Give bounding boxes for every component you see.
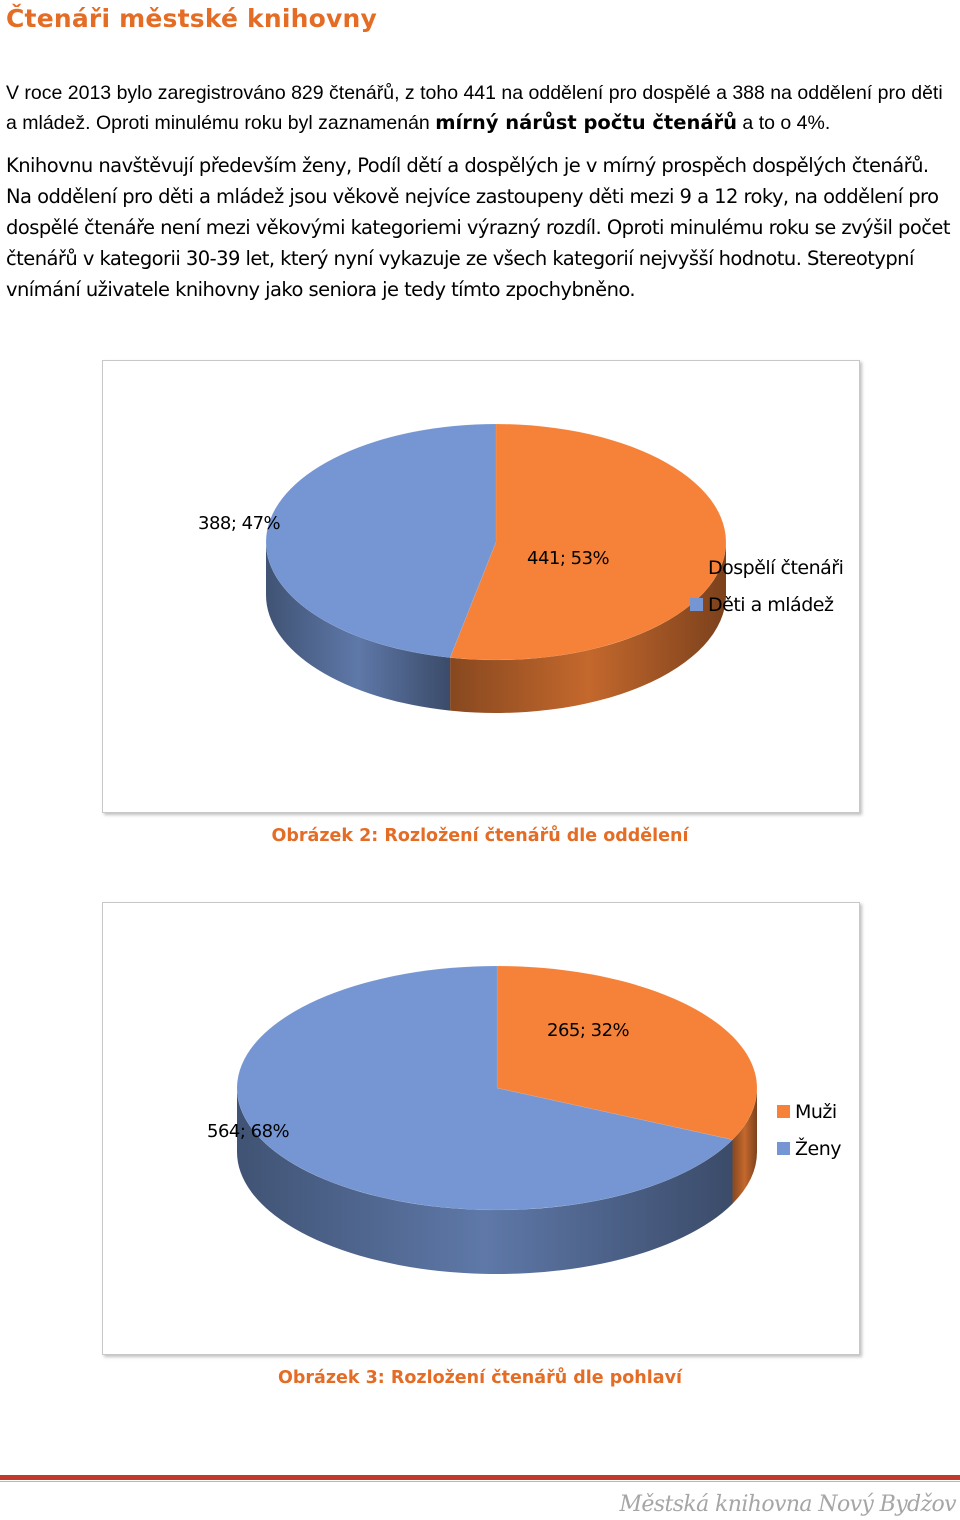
data-label-adults: 441; 53% bbox=[527, 548, 610, 569]
chart-legend: Muži Ženy bbox=[777, 1093, 842, 1167]
pie-chart-gender bbox=[236, 965, 758, 1274]
intro-text-end: a to o 4%. bbox=[737, 112, 831, 134]
legend-swatch-blue bbox=[777, 1142, 790, 1155]
legend-swatch-orange bbox=[777, 1105, 790, 1118]
legend-label: Dospělí čtenáři bbox=[708, 556, 844, 579]
legend-label: Děti a mládež bbox=[708, 593, 834, 616]
slice-children-side bbox=[266, 542, 451, 711]
legend-label: Muži bbox=[795, 1100, 837, 1123]
slice-men-side bbox=[732, 1088, 757, 1204]
chart-gender: 265; 32% 564; 68% Muži Ženy bbox=[102, 902, 860, 1355]
data-label-children: 388; 47% bbox=[198, 513, 281, 534]
footer-rule-thin bbox=[0, 1481, 960, 1482]
data-label-women: 564; 68% bbox=[207, 1121, 290, 1142]
slice-adults-side bbox=[450, 542, 726, 713]
legend-item-men: Muži bbox=[777, 1093, 841, 1130]
intro-paragraph: V roce 2013 bylo zaregistrováno 829 čten… bbox=[6, 78, 954, 138]
figure-caption-2: Obrázek 2: Rozložení čtenářů dle oddělen… bbox=[271, 826, 689, 846]
footer-rule bbox=[0, 1475, 960, 1480]
slice-women bbox=[236, 965, 733, 1211]
chart-legend: Dospělí čtenáři Děti a mládež bbox=[690, 549, 844, 623]
intro-text-bold: mírný nárůst počtu čtenářů bbox=[435, 111, 738, 134]
slice-men bbox=[496, 965, 758, 1140]
body-paragraph: Knihovnu navštěvují především ženy, Podí… bbox=[6, 154, 951, 301]
intro-text-start: V roce 2013 bylo zaregistrováno 829 čten… bbox=[6, 82, 943, 134]
legend-label: Ženy bbox=[795, 1137, 842, 1160]
slice-women-side bbox=[237, 1088, 733, 1274]
footer-library-name: Městská knihovna Nový Bydžov bbox=[619, 1492, 956, 1517]
data-label-men: 265; 32% bbox=[547, 1020, 630, 1041]
chart-departments: 441; 53% 388; 47% Dospělí čtenáři Děti a… bbox=[102, 360, 860, 813]
slice-adults bbox=[449, 423, 727, 661]
page-heading: Čtenáři městské knihovny bbox=[6, 4, 378, 33]
slice-children bbox=[265, 423, 497, 658]
legend-swatch-blue bbox=[690, 598, 703, 611]
legend-swatch-orange bbox=[690, 561, 703, 574]
legend-item-adults: Dospělí čtenáři bbox=[690, 549, 844, 586]
legend-item-women: Ženy bbox=[777, 1130, 842, 1167]
pie-chart-departments bbox=[265, 423, 727, 713]
figure-caption-3: Obrázek 3: Rozložení čtenářů dle pohlaví bbox=[278, 1368, 682, 1388]
legend-item-children: Děti a mládež bbox=[690, 586, 843, 623]
